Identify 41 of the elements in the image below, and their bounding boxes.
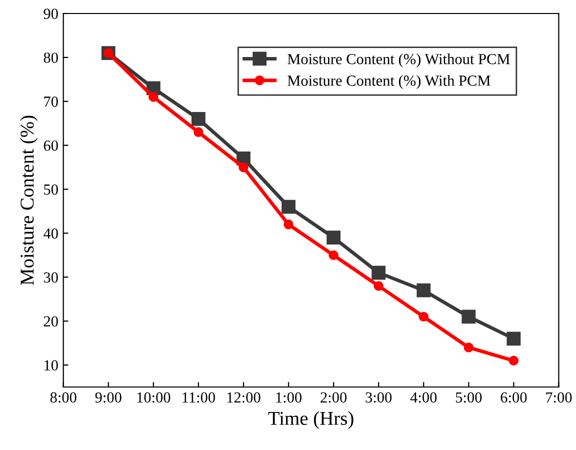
x-tick-label: 6:00 [500, 392, 527, 403]
point [416, 283, 431, 298]
y-tick-label: 60 [44, 140, 58, 151]
point [372, 266, 386, 280]
x-tick-label: 1:00 [276, 392, 302, 403]
point [326, 230, 340, 245]
point [238, 162, 248, 172]
point [284, 220, 294, 230]
x-tick-label: 2:00 [320, 392, 347, 403]
y-tick-label: 30 [44, 272, 58, 283]
point [194, 127, 204, 138]
y-tick-label: 50 [44, 184, 58, 195]
point [282, 200, 296, 214]
y-tick-label: 80 [44, 52, 58, 63]
x-tick-label: 8:00 [50, 392, 76, 403]
y-axis-title: Moisture Content (%) [20, 116, 38, 286]
x-tick-label: 12:00 [227, 392, 260, 403]
x-tick-label: 9:00 [95, 392, 122, 403]
y-tick-label: 10 [44, 360, 58, 370]
x-tick-label: 11:00 [182, 392, 215, 403]
point [464, 342, 474, 352]
y-tick-label: 90 [44, 8, 58, 19]
x-axis-title: Time (Hrs) [268, 411, 354, 429]
point [192, 112, 206, 126]
x-tick-label: 5:00 [456, 392, 482, 403]
point [508, 356, 519, 366]
point [418, 312, 428, 322]
legend-label: Moisture Content (%) With PCM [288, 75, 490, 89]
point [328, 250, 338, 260]
x-tick-label: 4:00 [410, 392, 437, 403]
point [506, 332, 521, 346]
point [148, 92, 158, 102]
point [374, 281, 384, 291]
y-tick-label: 20 [44, 316, 58, 327]
y-tick-label: 40 [44, 228, 58, 239]
point [462, 310, 476, 324]
y-tick-label: 70 [44, 96, 58, 107]
x-tick-label: 3:00 [366, 392, 392, 403]
x-tick-label: 10:00 [137, 392, 170, 403]
legend-label: Moisture Content (%) Without PCM [288, 53, 510, 68]
x-tick-label: 7:00 [546, 392, 572, 403]
